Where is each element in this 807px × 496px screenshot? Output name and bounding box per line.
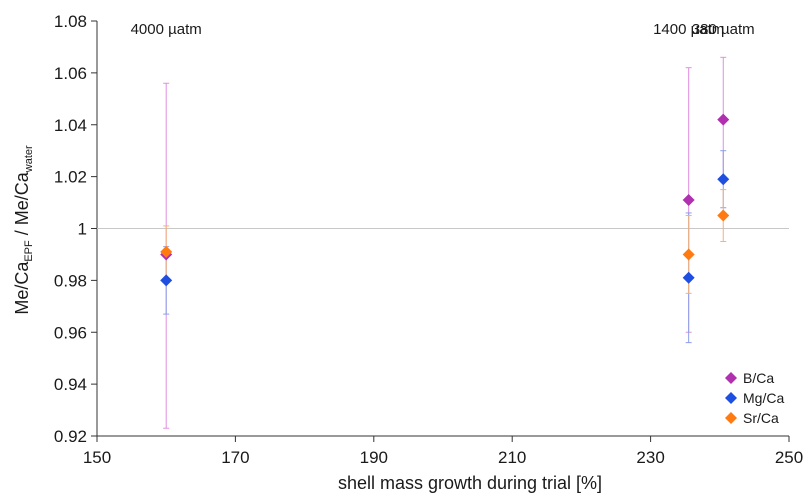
y-axis-title-main-1: Me/Ca [12,261,32,315]
legend-label-b-ca: B/Ca [743,370,774,386]
y-axis-title-sub-1: EPF [23,240,35,262]
x-tick-label: 150 [83,448,111,467]
y-tick-label: 1 [78,220,87,239]
data-point-mg-ca [682,271,695,284]
y-tick-label: 0.94 [54,375,87,394]
data-point-sr-ca [717,209,730,222]
x-axis-title: shell mass growth during trial [%] [338,473,602,493]
y-tick-label: 1.02 [54,168,87,187]
legend-label-sr-ca: Sr/Ca [743,410,779,426]
y-tick-label: 1.06 [54,64,87,83]
y-axis-title-main-2: / Me/Ca [12,171,32,240]
y-tick-label: 0.96 [54,323,87,342]
error-bars [163,56,727,429]
x-tick-label: 190 [360,448,388,467]
x-tick-label: 230 [636,448,664,467]
data-point-sr-ca [160,245,173,258]
y-tick-label: 1.08 [54,12,87,31]
legend-swatch-sr-ca [725,412,737,424]
x-tick-label: 170 [221,448,249,467]
data-point-b-ca [682,193,695,206]
legend-swatch-b-ca [725,372,737,384]
annotation-label: 380 µatm [692,21,755,38]
annotation-label: 1400 µatm [653,21,724,38]
data-point-sr-ca [682,248,695,261]
annotation-label: 4000 µatm [131,21,202,38]
y-tick-label: 1.04 [54,116,87,135]
x-tick-label: 210 [498,448,526,467]
legend: B/Ca Mg/Ca Sr/Ca [725,370,784,426]
markers [160,113,730,287]
axes: 0.92 0.94 0.96 0.98 1 1.02 1.04 1.06 1.08 150 170 1… [54,12,803,467]
y-axis-title-sub-2: water [23,145,35,173]
legend-swatch-mg-ca [725,392,737,404]
data-point-mg-ca [160,274,173,287]
y-axis-title: Me/CaEPF / Me/Cawater [12,145,35,315]
legend-label-mg-ca: Mg/Ca [743,390,784,406]
data-point-mg-ca [717,173,730,186]
y-tick-label: 0.92 [54,427,87,446]
data-point-b-ca [717,113,730,126]
y-tick-label: 0.98 [54,271,87,290]
x-tick-label: 250 [775,448,803,467]
